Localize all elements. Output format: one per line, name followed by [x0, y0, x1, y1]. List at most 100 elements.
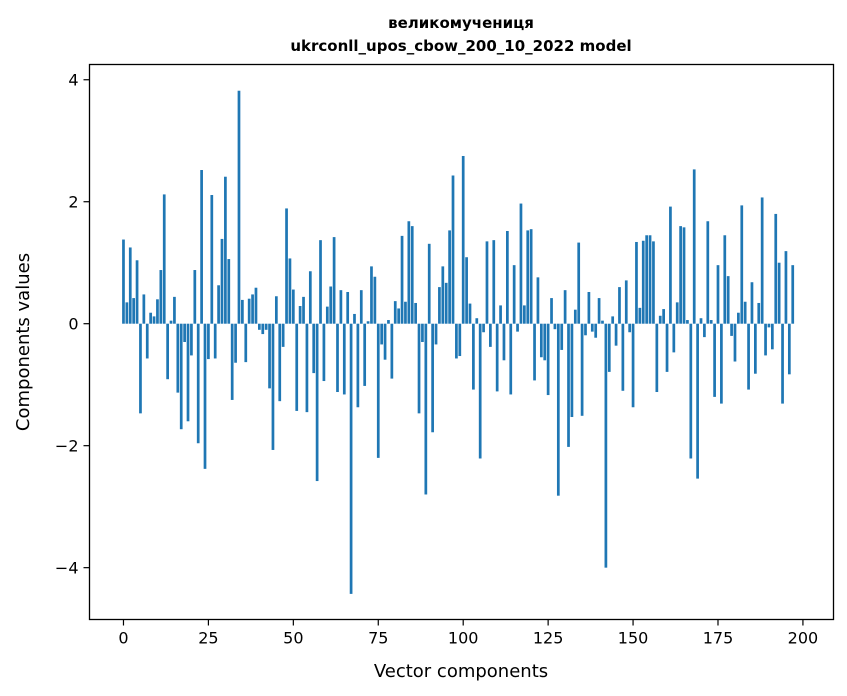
bar-123	[539, 323, 543, 358]
bar-189	[764, 323, 767, 356]
bar-35	[241, 299, 244, 324]
bar-56	[312, 323, 316, 374]
bar-82	[400, 235, 404, 324]
bar-69	[356, 323, 360, 408]
bar-68	[353, 313, 356, 324]
bar-161	[669, 206, 672, 324]
bar-101	[465, 257, 468, 324]
bar-5	[139, 323, 142, 414]
bar-55	[308, 271, 312, 324]
bar-30	[224, 176, 227, 324]
bar-88	[421, 323, 424, 342]
bar-166	[686, 320, 689, 324]
bar-40	[258, 323, 261, 330]
bar-91	[431, 323, 434, 433]
bar-152	[638, 307, 642, 324]
bar-8	[149, 312, 153, 324]
bar-164	[679, 226, 682, 324]
bar-4	[135, 260, 139, 324]
bar-141	[601, 320, 604, 324]
bar-57	[315, 323, 319, 482]
bar-98	[455, 323, 458, 359]
bar-120	[529, 229, 533, 324]
bar-89	[424, 323, 428, 495]
bar-15	[173, 296, 176, 324]
bar-38	[251, 294, 254, 324]
bar-175	[716, 265, 720, 324]
bar-60	[325, 306, 329, 324]
bar-174	[713, 323, 716, 397]
y-tick-label: 2	[68, 193, 78, 212]
bar-114	[509, 323, 513, 395]
bar-140	[597, 298, 601, 324]
bar-94	[441, 266, 445, 324]
bars-group	[122, 90, 795, 594]
bar-153	[641, 240, 645, 324]
bar-39	[254, 287, 258, 324]
bar-111	[499, 305, 502, 324]
bar-169	[696, 323, 699, 479]
bar-81	[397, 308, 401, 324]
bar-190	[767, 323, 771, 328]
bar-132	[570, 323, 574, 418]
bar-87	[417, 323, 421, 414]
bar-191	[770, 323, 774, 350]
bar-181	[737, 312, 740, 324]
bar-45	[274, 296, 278, 324]
bar-108	[489, 323, 492, 347]
bar-10	[156, 299, 159, 324]
bar-192	[774, 213, 778, 324]
x-axis-label: Vector components	[374, 661, 548, 682]
bar-142	[604, 323, 608, 568]
bar-116	[516, 323, 519, 332]
bar-67	[349, 323, 353, 594]
bar-133	[573, 309, 577, 324]
bar-84	[407, 221, 411, 324]
x-tick-label: 150	[618, 629, 649, 648]
bar-113	[506, 231, 509, 324]
bar-59	[322, 323, 326, 382]
bar-131	[567, 323, 570, 447]
bar-184	[747, 323, 750, 390]
bar-72	[366, 321, 370, 324]
bar-92	[434, 323, 438, 345]
bar-100	[461, 155, 465, 324]
bar-134	[577, 242, 581, 324]
bar-150	[631, 323, 635, 408]
bar-74	[373, 276, 377, 324]
x-tick-label: 50	[283, 629, 303, 648]
bar-109	[492, 240, 496, 324]
bar-34	[237, 90, 241, 324]
bar-52	[298, 306, 302, 324]
bar-77	[383, 323, 387, 360]
x-tick-label: 175	[703, 629, 734, 648]
bar-75	[376, 323, 380, 458]
bar-28	[217, 285, 220, 324]
bar-20	[190, 323, 193, 356]
bar-121	[533, 323, 536, 381]
bar-138	[590, 323, 594, 332]
bar-0	[122, 239, 125, 324]
bar-137	[587, 291, 591, 324]
bar-103	[472, 323, 475, 390]
bar-168	[692, 169, 696, 324]
bar-61	[329, 286, 333, 324]
bar-50	[291, 289, 295, 324]
bar-162	[672, 323, 676, 353]
chart-title-line-1: великомучениця	[388, 14, 534, 32]
bar-145	[614, 323, 618, 346]
bar-171	[703, 323, 706, 338]
x-tick-label: 25	[198, 629, 218, 648]
bar-2	[128, 247, 132, 324]
bar-157	[655, 323, 659, 393]
bar-9	[152, 316, 156, 324]
bar-139	[594, 323, 598, 338]
bar-126	[550, 298, 553, 324]
bar-58	[319, 240, 322, 324]
bar-83	[404, 301, 407, 324]
bar-71	[363, 323, 367, 386]
bar-36	[244, 323, 248, 363]
x-tick-label: 125	[533, 629, 564, 648]
bar-51	[295, 323, 299, 411]
bar-144	[611, 316, 615, 324]
